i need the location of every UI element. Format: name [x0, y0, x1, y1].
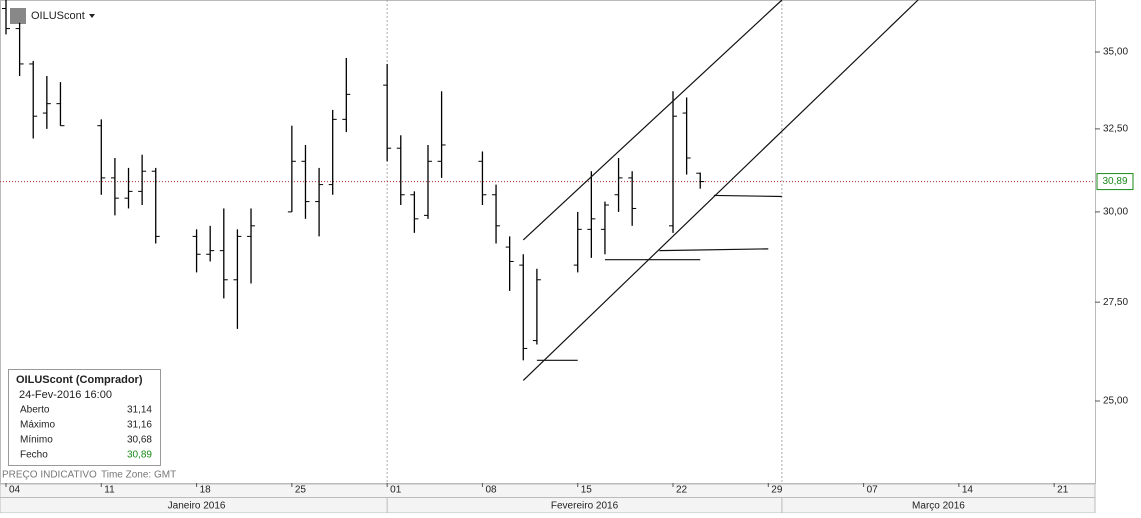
x-tick-label: 01	[390, 485, 402, 496]
symbol-dropdown[interactable]	[89, 14, 95, 18]
x-tick-label: 14	[962, 485, 974, 496]
x-tick-label: 08	[485, 485, 497, 496]
timezone: Time Zone: GMT	[101, 470, 176, 481]
y-tick-label: 35,00	[1103, 47, 1128, 58]
info-value: 31,14	[127, 405, 152, 416]
y-tick-label: 30,00	[1103, 207, 1128, 218]
x-tick-label: 15	[581, 485, 593, 496]
info-value: 30,68	[127, 435, 152, 446]
x-tick-label: 21	[1057, 485, 1069, 496]
y-tick-label: 27,50	[1103, 297, 1128, 308]
info-label: Fecho	[20, 450, 48, 461]
info-title: OILUScont (Comprador)	[16, 374, 143, 386]
trendline	[522, 0, 783, 241]
month-label: Janeiro 2016	[168, 501, 226, 512]
symbol-icon	[10, 8, 26, 24]
y-tick-label: 25,00	[1103, 396, 1128, 407]
month-label: Fevereiro 2016	[551, 501, 619, 512]
trendline	[713, 194, 782, 198]
info-label: Máximo	[20, 420, 55, 431]
info-value: 31,16	[127, 420, 152, 431]
last-price-tag	[1096, 173, 1134, 191]
x-tick-label: 11	[104, 485, 115, 496]
info-value: 30,89	[127, 450, 152, 461]
x-tick-label: 18	[200, 485, 212, 496]
x-tick-label: 07	[867, 485, 879, 496]
month-label: Março 2016	[912, 501, 965, 512]
trendline	[522, 0, 919, 381]
x-tick-label: 25	[295, 485, 307, 496]
y-tick-label: 32,50	[1103, 124, 1128, 135]
x-tick-label: 04	[9, 485, 21, 496]
info-box	[8, 369, 161, 466]
info-label: Mínimo	[20, 435, 53, 446]
footer-note: PREÇO INDICATIVO	[2, 470, 97, 481]
trendline	[659, 248, 769, 252]
x-tick-label: 22	[676, 485, 688, 496]
symbol-name[interactable]: OILUScont	[31, 10, 85, 22]
x-tick-label: 29	[771, 485, 783, 496]
info-label: Aberto	[20, 405, 50, 416]
last-price-label: 30,89	[1102, 176, 1127, 187]
info-datetime: 24-Fev-2016 16:00	[19, 389, 112, 401]
